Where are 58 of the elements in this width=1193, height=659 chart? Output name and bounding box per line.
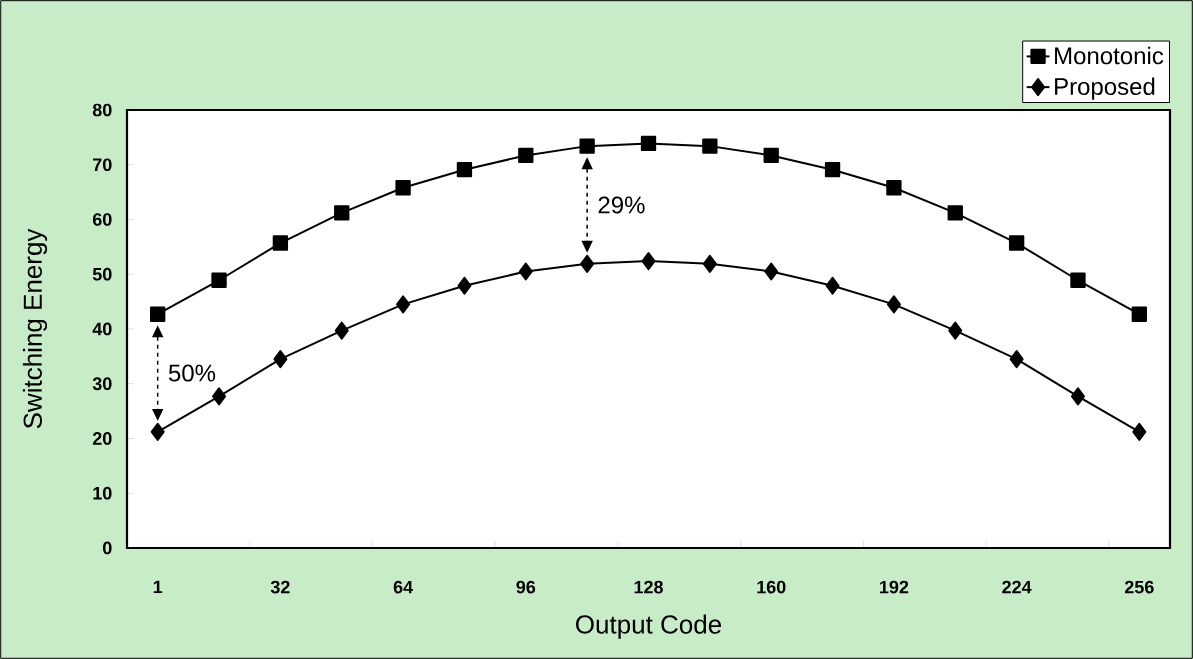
y-tick-label: 40 xyxy=(92,322,112,336)
point xyxy=(150,306,166,322)
point xyxy=(395,180,411,196)
y-tick-label: 0 xyxy=(103,541,112,555)
point xyxy=(1070,272,1086,288)
point xyxy=(1070,387,1085,406)
point xyxy=(825,276,840,295)
point xyxy=(1009,350,1024,369)
point xyxy=(641,252,656,271)
legend-label: Proposed xyxy=(1055,77,1155,100)
x-tick-label: 192 xyxy=(880,580,909,594)
point xyxy=(396,295,411,314)
point xyxy=(764,262,779,281)
point xyxy=(1131,306,1147,322)
point xyxy=(579,138,595,154)
x-tick-label: 160 xyxy=(757,580,786,594)
point xyxy=(212,387,227,406)
point xyxy=(150,422,165,441)
y-tick-label: 70 xyxy=(93,158,112,172)
x-tick-label: 32 xyxy=(270,580,290,594)
point xyxy=(272,235,289,251)
point xyxy=(211,272,227,288)
point xyxy=(456,162,473,178)
point xyxy=(640,135,657,152)
y-tick-label: 30 xyxy=(92,377,112,391)
y-tick-label: 10 xyxy=(93,486,112,500)
point xyxy=(702,254,717,273)
point xyxy=(334,321,349,340)
point xyxy=(886,295,901,314)
point xyxy=(273,350,288,369)
x-tick-label: 256 xyxy=(1124,580,1154,594)
point xyxy=(824,162,841,178)
legend-label: Monotonic xyxy=(1055,46,1164,65)
x-axis-title: Output Code xyxy=(576,614,722,639)
point xyxy=(1132,422,1147,441)
y-tick-label: 80 xyxy=(92,103,112,117)
x-tick-label: 128 xyxy=(634,580,663,594)
x-tick-label: 64 xyxy=(393,580,413,594)
x-tick-label: 224 xyxy=(1002,580,1032,594)
x-tick-label: 96 xyxy=(516,580,536,594)
point xyxy=(334,205,350,221)
annotation: 29% xyxy=(598,196,645,214)
y-tick-label: 50 xyxy=(92,267,112,281)
y-tick-label: 60 xyxy=(92,213,112,226)
point xyxy=(886,180,902,196)
x-tick-label: 1 xyxy=(153,580,163,594)
y-axis-title: Switching Energy xyxy=(22,228,48,429)
point xyxy=(947,205,963,221)
point xyxy=(702,138,718,154)
point xyxy=(457,276,472,295)
y-tick-label: 20 xyxy=(92,432,112,445)
point xyxy=(580,254,595,273)
point xyxy=(1008,235,1025,251)
point xyxy=(948,321,963,340)
point xyxy=(518,147,534,164)
annotation: 50% xyxy=(168,364,216,382)
point xyxy=(763,147,779,164)
point xyxy=(518,262,533,281)
